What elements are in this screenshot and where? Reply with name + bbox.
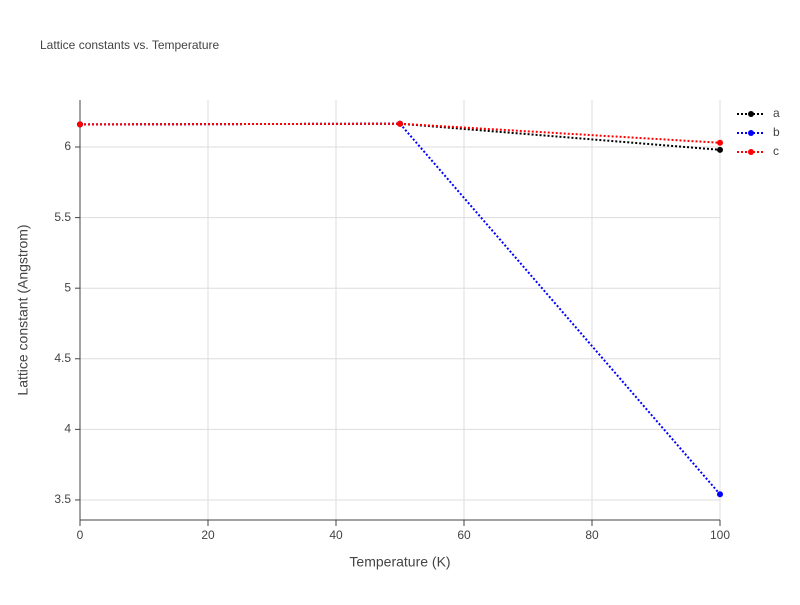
legend-label: a [773,106,780,120]
series-line [79,122,721,495]
x-tick-label: 60 [457,528,471,542]
legend-label: c [773,144,779,158]
data-point [77,121,83,128]
data-point [717,139,723,146]
y-axis-label: Lattice constant (Angstrom) [15,224,31,395]
y-tick-label: 4.5 [54,351,71,365]
y-tick-label: 5 [64,280,71,294]
data-point [717,491,723,498]
y-tick-label: 6 [64,139,71,153]
x-tick-label: 40 [329,528,343,542]
legend-marker [748,149,754,155]
y-tick-label: 5.5 [54,210,71,224]
x-tick-label: 80 [585,528,599,542]
data-point [717,146,723,153]
data-point [397,120,403,127]
y-tick-label: 3.5 [54,492,71,506]
legend-marker [748,130,754,136]
legend-marker [748,111,754,117]
x-tick-label: 100 [710,528,730,542]
x-tick-label: 0 [77,528,84,542]
x-tick-label: 20 [201,528,215,542]
x-axis-label: Temperature (K) [349,554,450,570]
legend-label: b [773,125,780,139]
chart-title: Lattice constants vs. Temperature [40,38,220,52]
y-tick-label: 4 [64,422,71,436]
